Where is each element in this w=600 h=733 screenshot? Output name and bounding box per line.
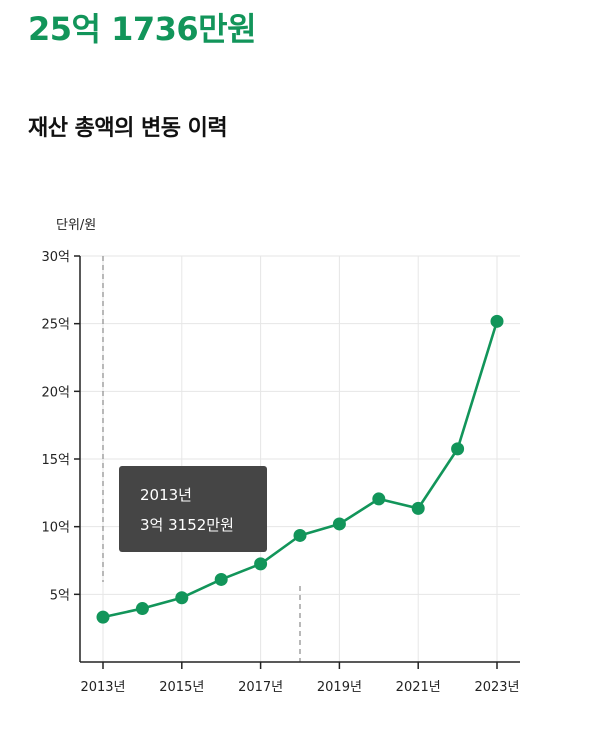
x-tick-label: 2021년	[396, 680, 441, 695]
data-point-2015	[175, 591, 189, 605]
x-tick-label: 2017년	[238, 680, 283, 695]
x-tick-label: 2019년	[317, 680, 362, 695]
x-tick-label: 2013년	[80, 680, 125, 695]
grid-layer	[80, 255, 520, 662]
tick-labels: 5억 10억 15억 20억 25억 30억 2013년 2015년 2017년 2019년 202…	[41, 250, 519, 695]
data-point-2019	[332, 517, 346, 531]
y-tick-label: 30억	[41, 250, 70, 265]
y-tick-label: 20억	[41, 385, 70, 400]
y-tick-label: 10억	[41, 521, 70, 536]
dashed-guides	[102, 256, 301, 662]
data-point-2013	[96, 610, 110, 624]
data-point-2021	[411, 501, 425, 515]
data-point-2023	[490, 314, 504, 328]
y-tick-label: 25억	[41, 318, 70, 333]
tooltip: 2013년 3억 3152만원	[119, 466, 267, 552]
series-layer	[96, 314, 504, 624]
tooltip-value: 3억 3152만원	[140, 516, 234, 534]
tooltip-box	[119, 466, 267, 552]
section-title: 재산 총액의 변동 이력	[28, 116, 228, 141]
data-point-2017	[254, 557, 268, 571]
y-tick-label: 15억	[41, 453, 70, 468]
data-point-2016	[214, 572, 228, 586]
axes	[74, 255, 520, 669]
data-point-2020	[372, 492, 386, 506]
data-point-2014	[135, 602, 149, 616]
tooltip-year: 2013년	[140, 486, 192, 504]
x-tick-label: 2015년	[159, 680, 204, 695]
unit-label: 단위/원	[56, 218, 96, 233]
data-point-2022	[451, 442, 465, 456]
x-tick-label: 2023년	[474, 680, 519, 695]
y-tick-label: 5억	[50, 588, 70, 603]
data-point-2018	[293, 528, 307, 542]
total-asset-amount: 25억 1736만원	[28, 10, 257, 48]
